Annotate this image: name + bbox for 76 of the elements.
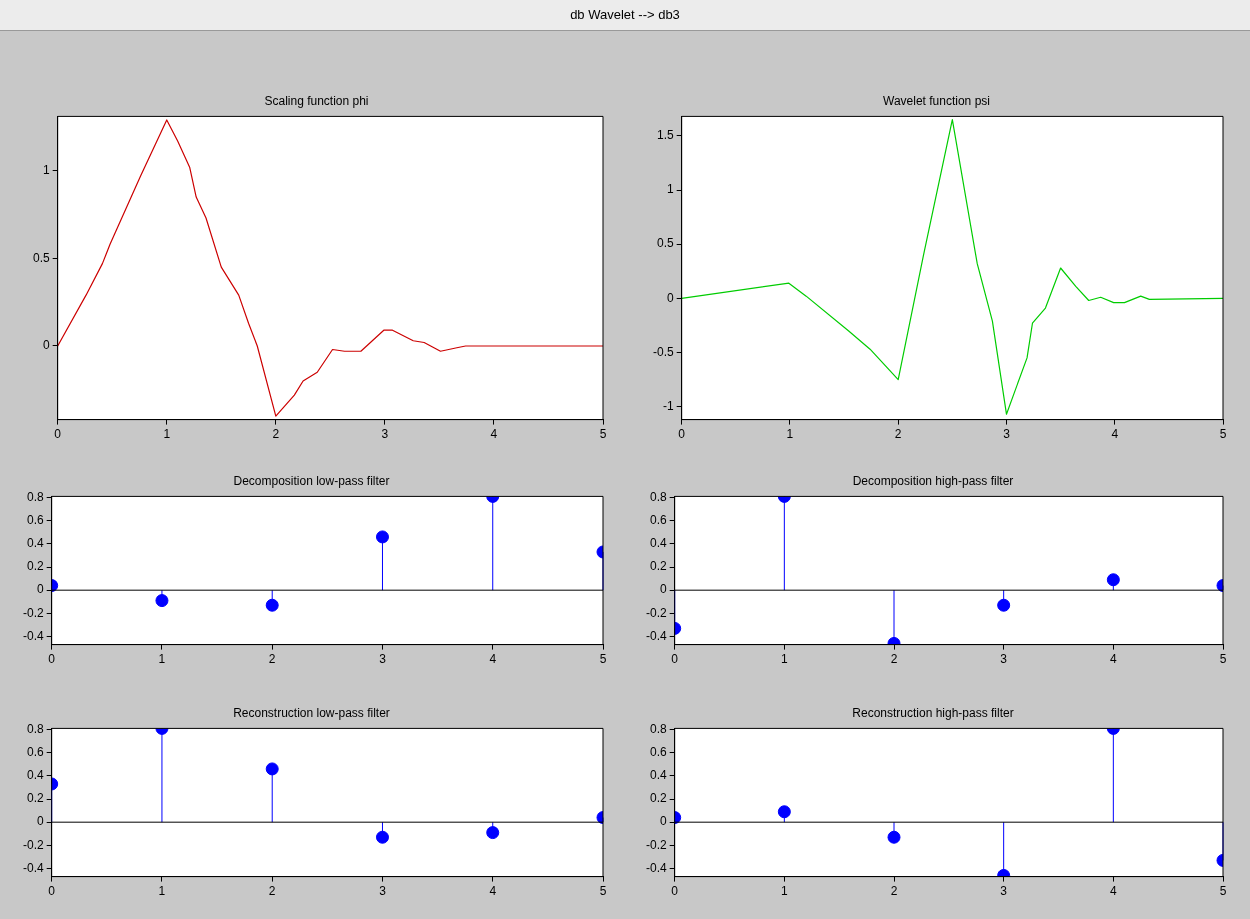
x-tick-label: 3 bbox=[379, 652, 387, 667]
y-tick-label: -0.4 bbox=[645, 860, 667, 875]
y-tick-label: -0.4 bbox=[22, 860, 44, 875]
y-tick-label: 0.8 bbox=[649, 489, 667, 504]
x-tick-label: 4 bbox=[1111, 427, 1119, 442]
x-tick-label: 1 bbox=[781, 652, 788, 667]
x-tick-label: 2 bbox=[272, 427, 280, 442]
y-tick-label: 0.2 bbox=[649, 559, 667, 574]
y-tick-label: 0.2 bbox=[26, 791, 44, 806]
y-tick-label: 0.6 bbox=[26, 513, 44, 528]
x-tick-label: 5 bbox=[1219, 884, 1227, 899]
y-tick-label: 0.6 bbox=[649, 513, 667, 528]
x-tick-label: 4 bbox=[489, 884, 497, 899]
y-tick-label: -0.2 bbox=[22, 837, 44, 852]
y-tick-label: 0.4 bbox=[649, 536, 667, 551]
x-tick-label: 0 bbox=[54, 427, 62, 442]
x-tick-label: 0 bbox=[678, 427, 686, 442]
x-tick-label: 5 bbox=[1219, 427, 1227, 442]
y-tick-label: 0 bbox=[659, 814, 667, 829]
y-tick-label: 0 bbox=[659, 582, 667, 597]
y-tick-label: 0.6 bbox=[649, 745, 667, 760]
y-tick-label: 0.5 bbox=[32, 250, 50, 265]
x-tick-label: 3 bbox=[1000, 884, 1008, 899]
x-tick-label: 2 bbox=[890, 884, 898, 899]
x-tick-label: 1 bbox=[786, 427, 794, 442]
y-tick-label: 1.5 bbox=[656, 128, 674, 143]
y-tick-label: 0.4 bbox=[26, 536, 44, 551]
x-tick-label: 4 bbox=[490, 427, 498, 442]
chart-title: Wavelet function psi bbox=[883, 93, 990, 108]
y-tick-label: 1 bbox=[666, 182, 674, 197]
y-tick-label: 0.6 bbox=[26, 745, 44, 760]
x-tick-label: 2 bbox=[268, 652, 276, 667]
x-tick-label: 1 bbox=[158, 884, 166, 899]
x-tick-label: 1 bbox=[163, 427, 171, 442]
x-tick-label: 3 bbox=[381, 427, 389, 442]
y-tick-label: 0.8 bbox=[26, 721, 44, 736]
y-tick-label: -0.4 bbox=[22, 628, 44, 643]
chart-title: Decomposition high-pass filter bbox=[852, 473, 1014, 488]
x-tick-label: 1 bbox=[781, 884, 788, 899]
y-tick-label: 0 bbox=[42, 338, 50, 353]
x-tick-label: 2 bbox=[268, 884, 276, 899]
x-tick-label: 3 bbox=[1000, 652, 1008, 667]
y-tick-label: -0.4 bbox=[645, 628, 667, 643]
chart-title: Decomposition low-pass filter bbox=[233, 473, 390, 488]
x-tick-label: 4 bbox=[489, 652, 497, 667]
y-tick-label: 0.8 bbox=[649, 721, 667, 736]
chart-title: Reconstruction high-pass filter bbox=[852, 705, 1014, 720]
x-tick-label: 3 bbox=[1003, 427, 1011, 442]
y-tick-label: 0.8 bbox=[26, 489, 44, 504]
x-tick-label: 1 bbox=[158, 652, 166, 667]
x-tick-label: 2 bbox=[894, 427, 902, 442]
x-tick-label: 4 bbox=[1109, 652, 1117, 667]
y-tick-label: 0.4 bbox=[649, 768, 667, 783]
y-tick-label: 0.5 bbox=[656, 236, 674, 251]
y-tick-label: 0.2 bbox=[26, 559, 44, 574]
x-tick-label: 5 bbox=[599, 652, 607, 667]
y-tick-label: -1 bbox=[663, 398, 674, 413]
y-tick-label: -0.2 bbox=[22, 605, 44, 620]
x-tick-label: 4 bbox=[1109, 884, 1117, 899]
x-tick-label: 3 bbox=[379, 884, 387, 899]
y-tick-label: 0.4 bbox=[26, 768, 44, 783]
text: db Wavelet --> db3 bbox=[570, 7, 680, 22]
y-tick-label: -0.2 bbox=[645, 605, 667, 620]
x-tick-label: 5 bbox=[599, 427, 607, 442]
y-tick-label: 0 bbox=[36, 582, 44, 597]
x-tick-label: 5 bbox=[599, 884, 607, 899]
y-tick-label: 0.2 bbox=[649, 791, 667, 806]
x-tick-label: 2 bbox=[890, 652, 898, 667]
y-tick-label: 1 bbox=[42, 163, 50, 178]
y-tick-label: 0 bbox=[666, 290, 674, 305]
y-tick-label: -0.5 bbox=[652, 344, 674, 359]
y-tick-label: -0.2 bbox=[645, 837, 667, 852]
y-tick-label: 0 bbox=[36, 814, 44, 829]
x-tick-label: 5 bbox=[1219, 652, 1227, 667]
chart-title: Reconstruction low-pass filter bbox=[233, 705, 390, 720]
chart-title: Scaling function phi bbox=[264, 93, 369, 108]
